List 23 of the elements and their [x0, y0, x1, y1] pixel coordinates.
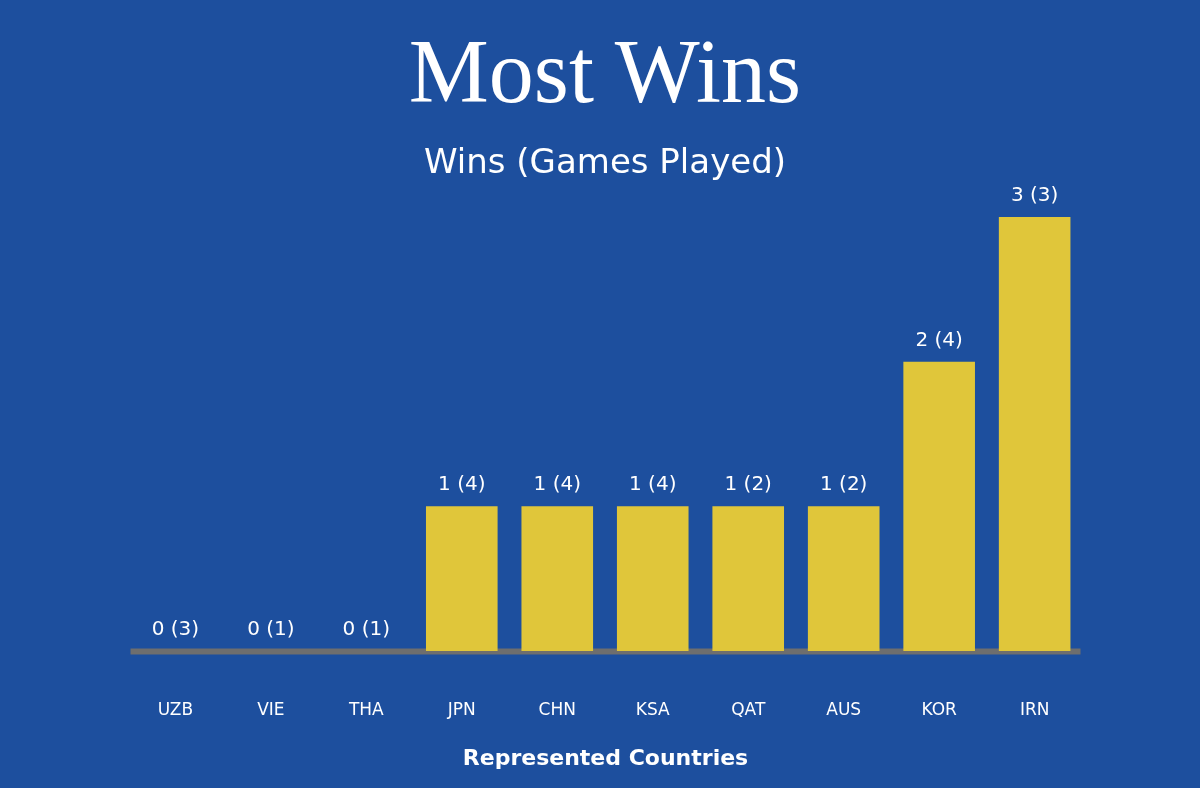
x-tick-label: UZB	[157, 698, 194, 719]
data-label: 1 (2)	[819, 471, 868, 496]
x-tick-label: KSA	[635, 698, 671, 719]
x-tick-label: THA	[347, 698, 385, 719]
data-label: 0 (1)	[342, 616, 391, 640]
x-tick-label: JPN	[446, 698, 476, 719]
x-tick-label: VIE	[257, 698, 285, 719]
x-axis-title: Represented Countries	[462, 744, 749, 770]
data-label: 0 (1)	[247, 616, 295, 640]
data-label: 1 (4)	[533, 471, 581, 496]
data-label: 1 (2)	[724, 471, 772, 496]
data-label: 2 (4)	[915, 326, 963, 351]
x-tick-label: AUS	[826, 698, 862, 719]
chart-title: Most Wins	[408, 22, 802, 121]
x-tick-label: CHN	[538, 698, 576, 719]
data-label: 0 (3)	[151, 616, 200, 640]
data-label: 3 (3)	[1010, 182, 1059, 206]
chart-subtitle: Wins (Games Played)	[423, 141, 787, 181]
data-label: 1 (4)	[629, 471, 677, 496]
data-label: 1 (4)	[438, 471, 486, 496]
x-tick-label: IRN	[1019, 698, 1050, 719]
x-tick-label: QAT	[731, 698, 766, 719]
x-tick-label: KOR	[921, 698, 958, 719]
